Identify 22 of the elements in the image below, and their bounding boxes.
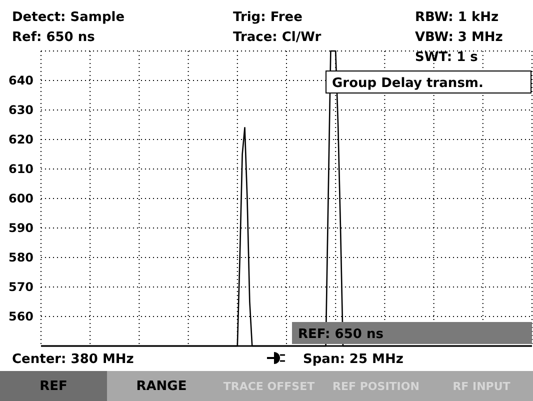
text: Span: 25 MHz bbox=[303, 352, 404, 367]
text: Group Delay transm. bbox=[332, 76, 484, 91]
text: RBW: 1 kHz bbox=[415, 10, 499, 25]
text: REF bbox=[40, 379, 68, 394]
y-tick-label: 620 bbox=[8, 132, 34, 147]
text: Center: 380 MHz bbox=[12, 352, 134, 367]
text: Ref: 650 ns bbox=[12, 30, 96, 45]
y-tick-label: 610 bbox=[8, 162, 34, 176]
y-tick-label: 630 bbox=[8, 103, 34, 118]
text: Trig: Free bbox=[233, 10, 303, 25]
y-tick-label: 580 bbox=[8, 250, 34, 265]
text: VBW: 3 MHz bbox=[415, 30, 503, 45]
y-tick-label: 600 bbox=[8, 192, 34, 206]
annotation: REF: 650 ns bbox=[298, 327, 384, 342]
y-tick-label: 640 bbox=[8, 74, 34, 88]
annotation: SWT: 1 s bbox=[415, 50, 478, 65]
y-tick-label: 590 bbox=[8, 221, 34, 236]
text: Detect: Sample bbox=[12, 10, 125, 25]
text: Trace: Cl/Wr bbox=[233, 30, 322, 45]
y-tick-label: 560 bbox=[8, 310, 34, 324]
y-tick-label: 570 bbox=[8, 280, 34, 294]
text: RANGE bbox=[136, 379, 187, 394]
